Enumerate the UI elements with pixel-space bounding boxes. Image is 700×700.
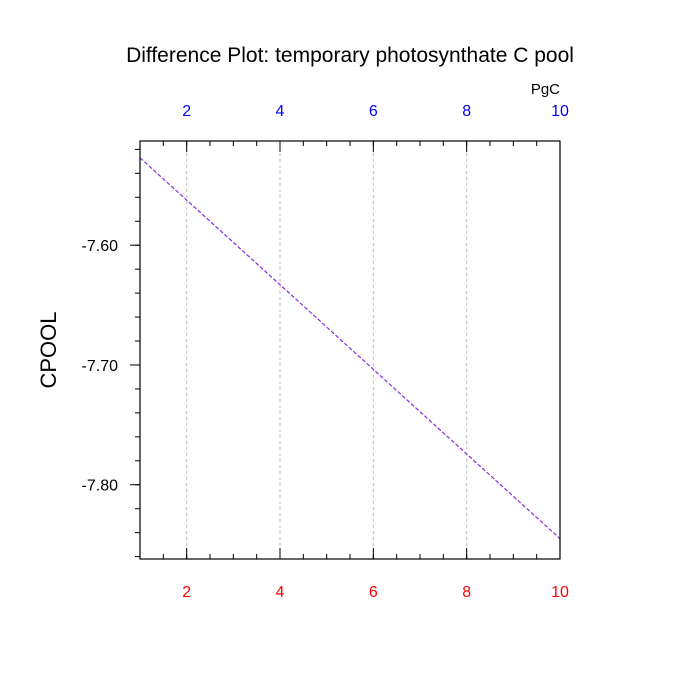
x-tick-label-bottom: 2 bbox=[182, 584, 191, 601]
x-tick-label-bottom: 6 bbox=[369, 584, 378, 601]
x-tick-label-bottom: 4 bbox=[276, 584, 285, 601]
x-tick-label-top: 10 bbox=[551, 103, 569, 120]
series-lines bbox=[139, 157, 561, 540]
grid-lines bbox=[186, 141, 561, 559]
y-tick-label: -7.70 bbox=[82, 358, 119, 375]
y-tick-label: -7.60 bbox=[82, 238, 119, 255]
y-axis-label: CPOOL bbox=[36, 311, 61, 388]
x-tick-label-top: 8 bbox=[462, 103, 471, 120]
plot-frame bbox=[139, 140, 561, 560]
y-tick-label: -7.80 bbox=[82, 478, 119, 495]
x-tick-label-top: 6 bbox=[369, 103, 378, 120]
chart-title: Difference Plot: temporary photosynthate… bbox=[126, 44, 574, 67]
top-axis-units: PgC bbox=[531, 81, 560, 98]
series-line bbox=[139, 157, 561, 540]
x-tick-label-bottom: 10 bbox=[551, 584, 569, 601]
x-tick-label-bottom: 8 bbox=[462, 584, 471, 601]
x-tick-label-top: 4 bbox=[276, 103, 285, 120]
tick-labels: 2 2 4 4 6 6 8 8 10 10 -7.60 -7.70 -7.80 bbox=[82, 103, 569, 601]
axis-ticks bbox=[130, 141, 561, 559]
x-tick-label-top: 2 bbox=[182, 103, 191, 120]
